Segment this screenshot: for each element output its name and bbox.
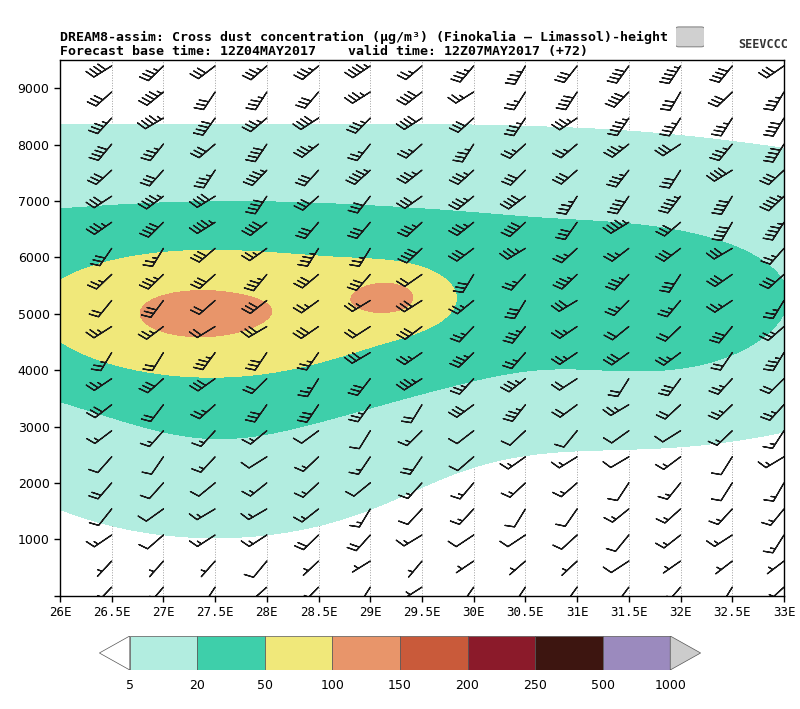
Text: 250: 250 bbox=[523, 679, 547, 691]
Bar bbox=[198, 636, 265, 670]
Text: 50: 50 bbox=[257, 679, 273, 691]
Text: DREAM8-assim: Cross dust concentration (μg/m³) (Finokalia – Limassol)-height: DREAM8-assim: Cross dust concentration (… bbox=[60, 31, 668, 44]
Text: 500: 500 bbox=[590, 679, 614, 691]
Text: 20: 20 bbox=[190, 679, 206, 691]
Bar bbox=[130, 636, 198, 670]
Bar bbox=[333, 636, 400, 670]
Bar bbox=[535, 636, 602, 670]
Text: 200: 200 bbox=[456, 679, 479, 691]
Bar bbox=[602, 636, 670, 670]
Polygon shape bbox=[99, 636, 130, 670]
Text: SEEVCCC: SEEVCCC bbox=[738, 38, 788, 51]
Bar bbox=[265, 636, 333, 670]
Bar bbox=[400, 636, 467, 670]
Text: 150: 150 bbox=[388, 679, 412, 691]
Text: Forecast base time: 12Z04MAY2017    valid time: 12Z07MAY2017 (+72): Forecast base time: 12Z04MAY2017 valid t… bbox=[60, 45, 588, 58]
Text: 5: 5 bbox=[126, 679, 134, 691]
Text: 100: 100 bbox=[321, 679, 344, 691]
Bar bbox=[467, 636, 535, 670]
FancyBboxPatch shape bbox=[674, 27, 706, 47]
Text: 1000: 1000 bbox=[654, 679, 686, 691]
Polygon shape bbox=[670, 636, 701, 670]
